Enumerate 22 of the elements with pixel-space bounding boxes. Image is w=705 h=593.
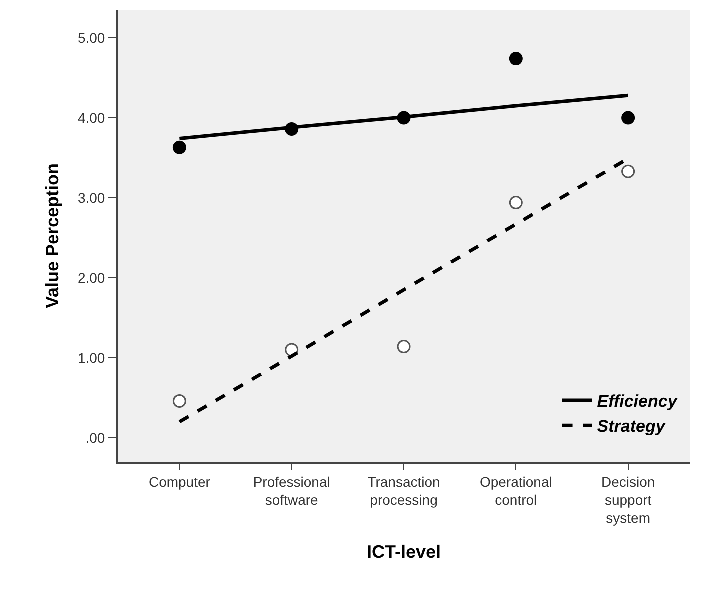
point xyxy=(397,340,411,354)
point xyxy=(509,196,523,210)
x-axis-title: ICT-level xyxy=(366,542,442,562)
y-axis-title: Value Perception xyxy=(42,163,63,309)
legend-label: Efficiency xyxy=(597,392,679,412)
x-tick-label: Transaction processing xyxy=(368,474,440,508)
point xyxy=(172,140,186,154)
y-tick-label: 1.00 xyxy=(78,350,106,366)
y-tick-label: 3.00 xyxy=(78,190,106,206)
point xyxy=(172,394,186,408)
point xyxy=(509,52,523,66)
legend-label: Strategy xyxy=(597,417,667,436)
y-tick-label: 5.00 xyxy=(78,30,106,46)
y-tick-label: 4.00 xyxy=(78,110,106,126)
point xyxy=(622,111,636,125)
y-tick-label: 2.00 xyxy=(78,270,106,286)
y-tick-label: .00 xyxy=(86,430,106,446)
x-tick-label: Computer xyxy=(148,474,211,490)
point xyxy=(622,164,636,178)
x-tick-label: Professional software xyxy=(253,474,330,508)
x-tick-label: Operational control xyxy=(480,474,552,508)
x-tick-label: Decision support system xyxy=(601,474,656,526)
